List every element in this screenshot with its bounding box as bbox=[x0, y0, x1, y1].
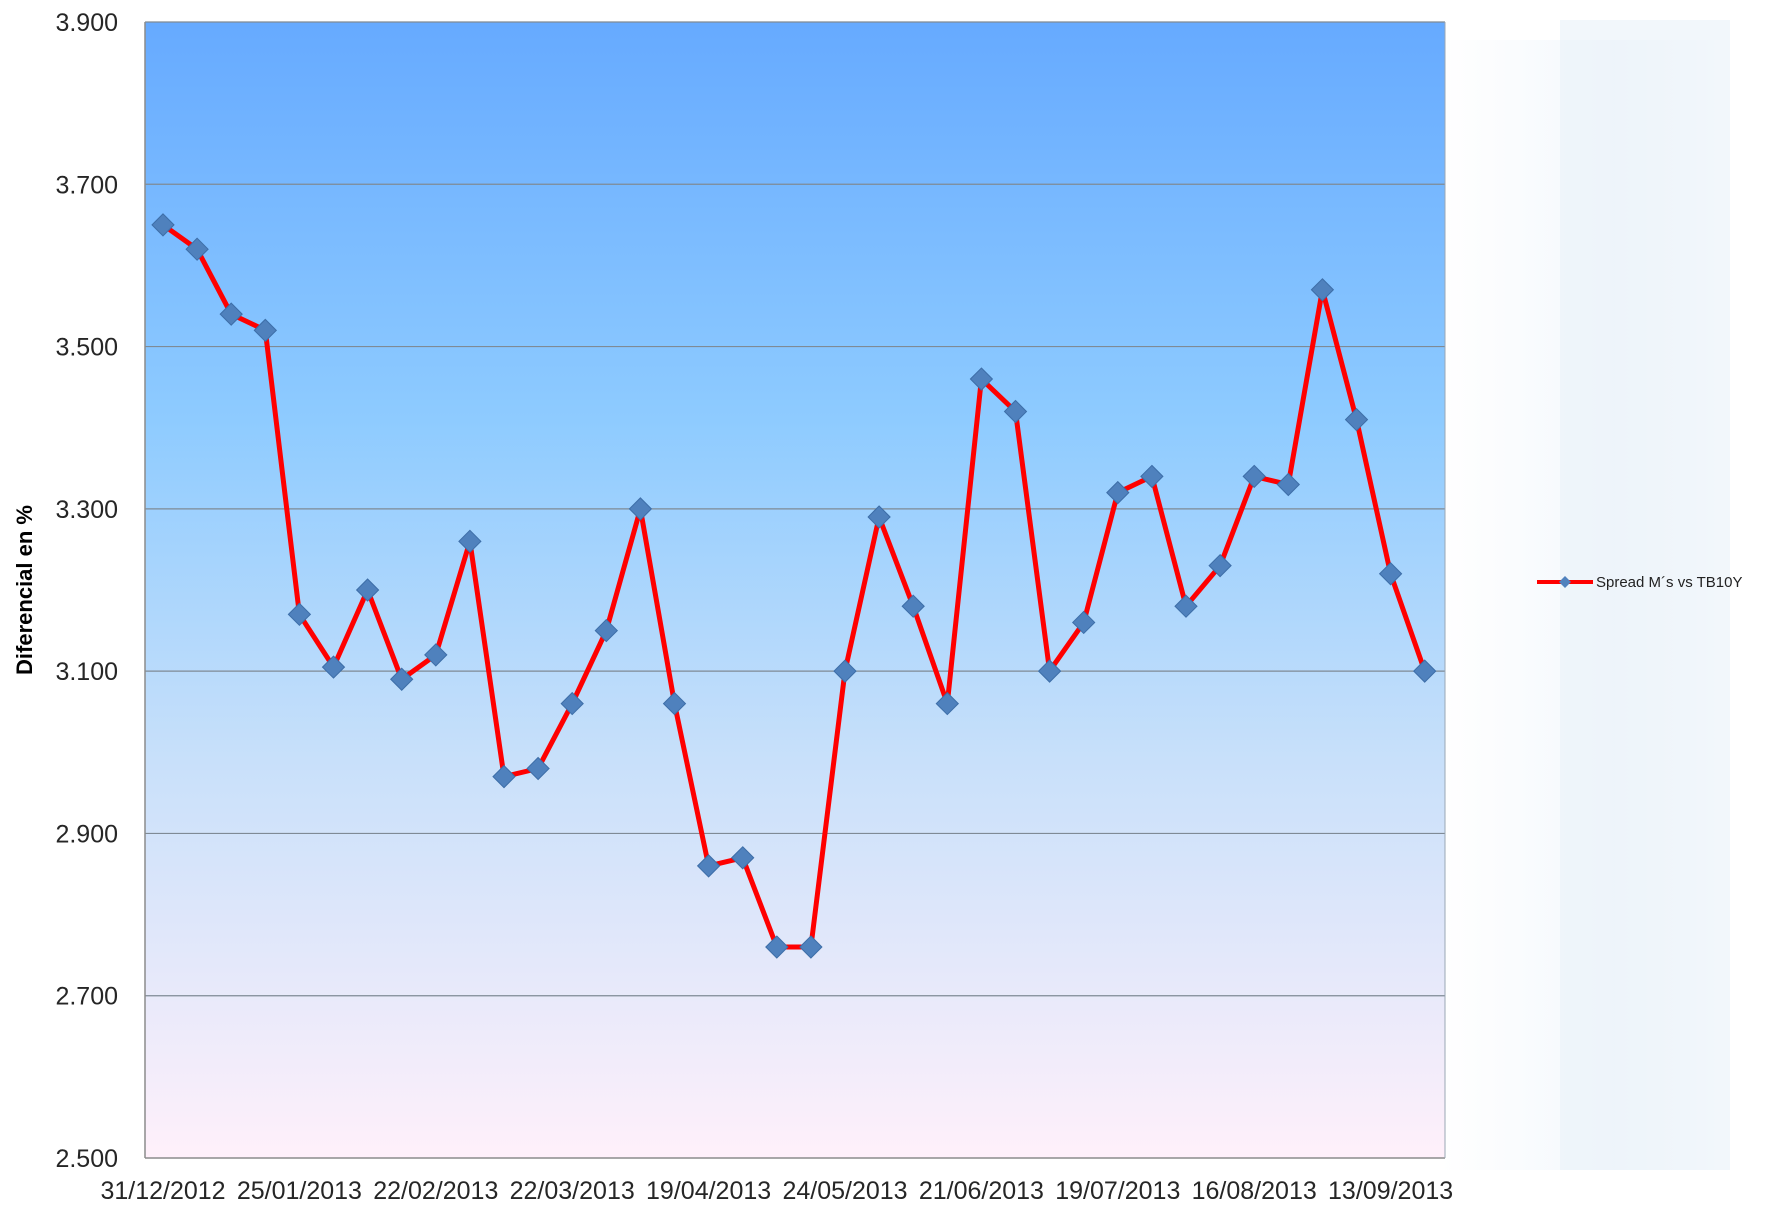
y-tick-labels: 3.900 3.700 3.500 3.300 3.100 2.900 2.700 2.500 bbox=[55, 9, 118, 1173]
x-tick-label: 13/09/2013 bbox=[1328, 1177, 1453, 1205]
data-point-marker bbox=[901, 594, 925, 618]
data-point-marker bbox=[389, 667, 414, 691]
data-point-marker bbox=[1412, 659, 1437, 683]
data-point-marker bbox=[1106, 480, 1130, 505]
x-tick-labels: 31/12/2012 25/01/2013 22/02/2013 22/03/2013… bbox=[100, 1177, 1453, 1205]
data-point-marker bbox=[833, 659, 857, 683]
y-tick-label: 3.100 bbox=[55, 658, 118, 686]
x-tick-label: 25/01/2013 bbox=[237, 1177, 362, 1205]
data-point-marker bbox=[424, 643, 448, 667]
data-point-marker bbox=[219, 302, 243, 326]
backdrop-band bbox=[1560, 20, 1730, 1170]
data-point-marker bbox=[1344, 407, 1369, 432]
x-tick-label: 19/07/2013 bbox=[1055, 1177, 1180, 1205]
data-point-marker bbox=[1003, 399, 1028, 424]
x-tick-label: 19/04/2013 bbox=[646, 1177, 771, 1205]
legend: Spread M´s vs TB10Y bbox=[1537, 574, 1742, 591]
data-point-marker bbox=[185, 237, 209, 261]
data-point-marker bbox=[1037, 659, 1062, 683]
y-tick-label: 3.500 bbox=[55, 334, 118, 362]
data-point-marker bbox=[662, 691, 687, 716]
y-axis-title: Diferencial en % bbox=[12, 505, 37, 675]
series-line-spread bbox=[160, 222, 1428, 950]
data-point-marker bbox=[935, 691, 960, 716]
y-tick-label: 2.700 bbox=[55, 983, 118, 1011]
data-point-marker bbox=[1071, 610, 1096, 635]
y-tick-label: 2.500 bbox=[55, 1145, 118, 1173]
x-tick-label: 21/06/2013 bbox=[919, 1177, 1044, 1205]
data-point-marker bbox=[696, 854, 721, 878]
gridlines bbox=[145, 21, 1445, 997]
data-point-marker bbox=[526, 756, 550, 781]
legend-label-spread: Spread M´s vs TB10Y bbox=[1596, 574, 1742, 591]
y-tick-label: 3.300 bbox=[55, 496, 118, 524]
data-point-marker bbox=[355, 578, 380, 602]
plot-area bbox=[145, 22, 1445, 1158]
y-tick-label: 3.900 bbox=[55, 9, 118, 37]
data-point-marker bbox=[287, 602, 312, 627]
data-point-marker bbox=[492, 764, 516, 789]
data-point-marker bbox=[321, 655, 346, 679]
data-point-marker bbox=[867, 505, 891, 529]
x-tick-label: 31/12/2012 bbox=[100, 1177, 225, 1205]
y-tick-label: 2.900 bbox=[55, 820, 118, 848]
data-point-marker bbox=[730, 846, 755, 870]
data-point-marker bbox=[458, 529, 482, 554]
series-markers bbox=[151, 213, 1437, 959]
x-tick-label: 22/03/2013 bbox=[510, 1177, 635, 1205]
data-point-marker bbox=[560, 691, 584, 716]
data-point-marker bbox=[1310, 278, 1335, 302]
x-tick-label: 22/02/2013 bbox=[373, 1177, 498, 1205]
data-point-marker bbox=[151, 213, 175, 237]
x-tick-label: 24/05/2013 bbox=[782, 1177, 907, 1205]
data-point-marker bbox=[799, 935, 823, 959]
data-point-marker bbox=[1242, 464, 1266, 489]
x-tick-label: 16/08/2013 bbox=[1192, 1177, 1317, 1205]
data-point-marker bbox=[594, 618, 619, 643]
data-point-marker bbox=[765, 935, 789, 959]
legend-marker-swatch bbox=[1559, 576, 1571, 588]
data-point-marker bbox=[253, 318, 278, 343]
data-point-marker bbox=[969, 367, 994, 391]
y-tick-label: 3.700 bbox=[55, 171, 118, 199]
data-point-marker bbox=[1140, 464, 1164, 489]
data-point-marker bbox=[1174, 594, 1198, 618]
data-point-marker bbox=[1276, 472, 1301, 497]
data-point-marker bbox=[628, 497, 653, 521]
data-point-marker bbox=[1208, 553, 1232, 578]
data-point-marker bbox=[1378, 562, 1403, 586]
